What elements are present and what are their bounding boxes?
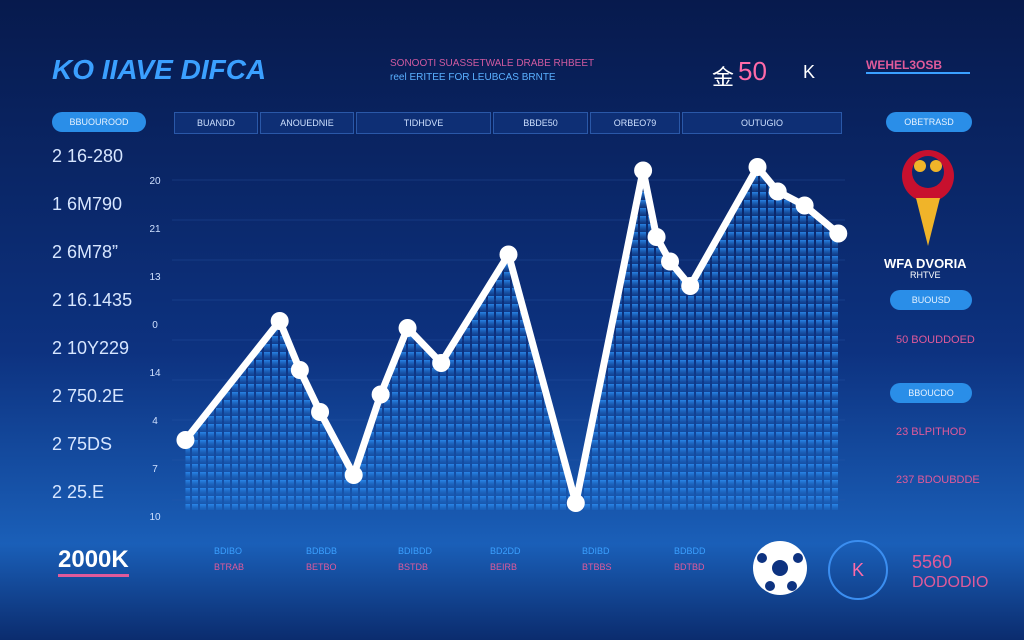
footer-value: BEIRB (490, 562, 518, 572)
icon: 金 (712, 65, 735, 90)
left-pill[interactable]: BBUOUROOD (52, 112, 146, 132)
point (748, 158, 767, 176)
point (176, 431, 195, 449)
point (290, 361, 309, 379)
footer-label: BDBDD (674, 546, 706, 556)
logo: KO IIAVE DIFCA (52, 54, 267, 85)
point (661, 252, 680, 271)
total: 2000K (58, 546, 129, 577)
point (499, 245, 518, 264)
axis-label: 7 (152, 464, 158, 475)
tab[interactable]: BUANDD (174, 112, 258, 134)
stat: 2 75DS (52, 434, 113, 454)
axis-label: 21 (149, 224, 161, 235)
badge[interactable]: K (828, 540, 888, 600)
point (768, 182, 787, 201)
side-logo: RHTVE (910, 270, 941, 280)
point (795, 196, 814, 215)
tab[interactable]: TIDHDVE (356, 112, 491, 134)
ball-icon (753, 541, 807, 595)
mark: K (803, 62, 816, 82)
axis-label: 20 (149, 176, 161, 187)
point (311, 403, 330, 421)
tab[interactable]: ORBEO79 (590, 112, 680, 134)
axis-label: 10 (149, 512, 161, 523)
footer-value: BETBO (306, 562, 337, 572)
tag: WEHEL3OSB (866, 58, 970, 74)
trophy-icon (902, 150, 954, 246)
point (398, 319, 417, 337)
score: 50 (738, 56, 767, 86)
tab[interactable]: BBDE50 (493, 112, 588, 134)
footer-label: BDBDB (306, 546, 338, 556)
side-row: 237 BDOUBDDE (896, 474, 980, 486)
footer-label: BD2DD (490, 546, 521, 556)
footer-value: BTRAB (214, 562, 245, 572)
axis-label: 4 (152, 416, 158, 427)
stat: 1 6M790 (52, 194, 123, 214)
axis-label: 13 (149, 272, 161, 283)
side-pill[interactable]: BBOUCDO (890, 383, 972, 403)
stat: 2 10Y229 (52, 338, 130, 358)
area (185, 167, 839, 510)
stat: 2 6M78” (52, 242, 119, 262)
right-pill[interactable]: OBETRASD (886, 112, 972, 132)
point (344, 466, 363, 484)
footer-score: 5560 (912, 552, 953, 572)
subtitle: reel ERITEE FOR LEUBCAS BRNTE (390, 72, 556, 83)
stat: 2 25.E (52, 482, 105, 502)
point (634, 161, 653, 180)
point (371, 385, 390, 404)
axis-label: 14 (149, 368, 161, 379)
point (270, 312, 289, 330)
stat: 2 16.1435 (52, 290, 133, 310)
footer-label: BDIBDD (398, 546, 433, 556)
axis-label: 0 (152, 320, 158, 331)
footer-value: BSTDB (398, 562, 429, 572)
footer-caption: DODODIO (912, 574, 989, 591)
side-row: 50 BOUDDOED (896, 334, 975, 346)
side-row: 23 BLPITHOD (896, 426, 967, 438)
stat: 2 16-280 (52, 146, 124, 166)
footer-value: BTBBS (582, 562, 612, 572)
footer-label: BDIBD (582, 546, 610, 556)
point (432, 354, 451, 372)
point (566, 494, 585, 512)
point (681, 277, 700, 295)
point (647, 228, 666, 246)
tab[interactable]: OUTUGIO (682, 112, 842, 134)
footer-label: BDIBO (214, 546, 243, 556)
footer-value: BDTBD (674, 562, 705, 572)
subtitle: SONOOTI SUASSETWALE DRABE RHBEET (390, 58, 595, 69)
tab[interactable]: ANOUEDNIE (260, 112, 354, 134)
stat: 2 750.2E (52, 386, 125, 406)
point (829, 224, 848, 243)
side-pill[interactable]: BUOUSD (890, 290, 972, 310)
side-logo: WFA DVORIA (884, 256, 967, 271)
